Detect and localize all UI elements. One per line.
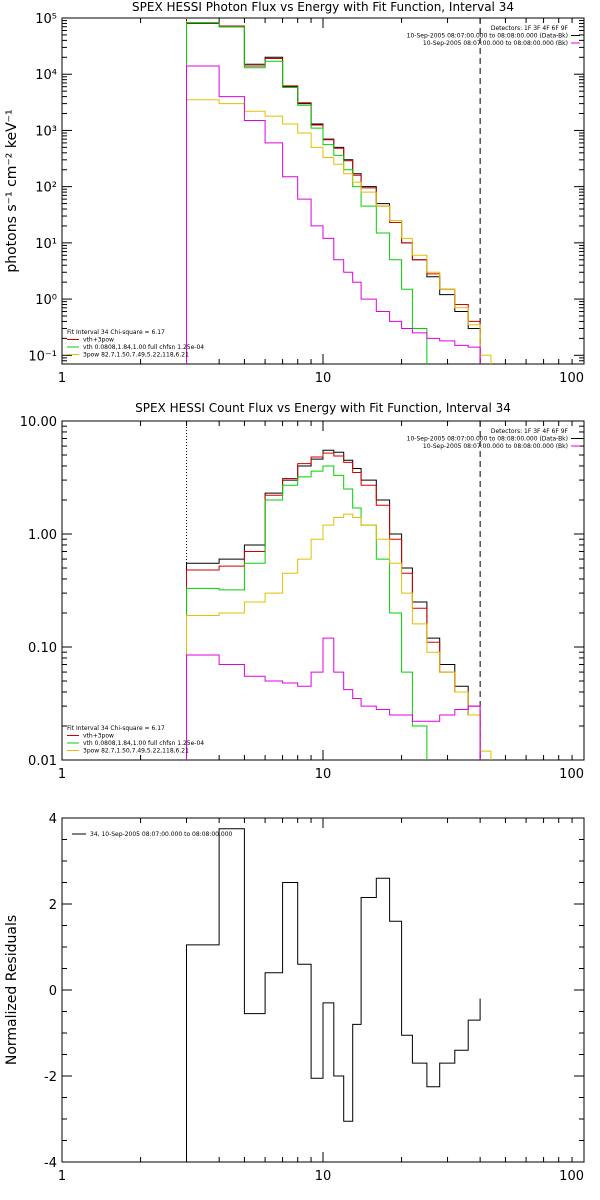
y-tick-label: 10⁴ — [35, 68, 57, 83]
x-tick-label: 100 — [559, 371, 584, 386]
y-tick-label: 10¹ — [35, 237, 57, 252]
series-line-yellow — [186, 99, 492, 364]
legend-entry: 10-Sep-2005 08:07:00.000 to 08:08:00.000… — [407, 33, 568, 40]
x-tick-label: 10 — [315, 371, 332, 386]
y-tick-label: -4 — [44, 1156, 57, 1171]
y-tick-label: -2 — [44, 1070, 57, 1085]
series-line-green — [186, 465, 428, 760]
series-line-red — [186, 452, 481, 760]
legend-entry: 34, 10-Sep-2005 08:07:00.000 to 08:08:00… — [90, 831, 233, 838]
y-tick-label: 0.01 — [28, 754, 57, 769]
x-tick-label: 1 — [58, 371, 66, 386]
legend-entry: 3pow 82.7,1.50,7.49,5.22,118,6.21 — [83, 352, 189, 359]
count-flux-panel: SPEX HESSI Count Flux vs Energy with Fit… — [20, 401, 585, 782]
legend-entry: vth 0.0808,1.84,1.00 full chfsn 1.25e-04 — [83, 344, 204, 351]
y-tick-label: 0 — [49, 984, 57, 999]
legend-entry: 3pow 82.7,1.50,7.49,5.22,118,6.21 — [83, 748, 189, 755]
y-tick-label: 4 — [49, 812, 57, 827]
series-line-black — [186, 22, 481, 364]
legend-entry: 10-Sep-2005 08:07:00.000 to 08:08:00.000… — [423, 443, 568, 450]
residuals-panel: 1 10 100 -4 -2 0 2 4 Normalized Residuals 34, 10-… — [4, 812, 585, 1184]
legend-entry: 10-Sep-2005 08:07:00.000 to 08:08:00.000… — [407, 436, 568, 443]
series-line-red — [186, 22, 481, 364]
chart-title: SPEX HESSI Count Flux vs Energy with Fit… — [135, 401, 511, 415]
legend-entry: Detectors: 1F 3F 4F 6F 9F — [491, 428, 569, 435]
photon-flux-panel: SPEX HESSI Photon Flux vs Energy with Fi… — [4, 0, 585, 386]
x-tick-label: 100 — [559, 767, 584, 782]
y-tick-label: 10.00 — [20, 415, 57, 430]
series-line-yellow — [186, 513, 492, 760]
y-tick-label: 10⁰ — [35, 293, 57, 308]
chart-title: SPEX HESSI Photon Flux vs Energy with Fi… — [132, 0, 514, 14]
x-tick-label: 10 — [315, 767, 332, 782]
y-tick-label: 1.00 — [28, 528, 57, 543]
plot-frame — [61, 817, 585, 1163]
x-tick-label: 1 — [58, 1169, 66, 1184]
series-line-magenta — [186, 637, 481, 760]
y-tick-label: 10³ — [35, 124, 57, 139]
y-tick-label: 0.10 — [28, 641, 57, 656]
legend-entry: vth 0.0808,1.84,1.00 full chfsn 1.25e-04 — [83, 740, 204, 747]
plot-frame — [61, 420, 585, 761]
y-tick-label: 10⁵ — [35, 12, 57, 27]
legend-entry: Fit Interval 34 Chi-square = 6.17 — [67, 725, 165, 732]
y-axis-label: Normalized Residuals — [4, 915, 20, 1065]
y-tick-label: 10⁻¹ — [28, 349, 57, 364]
y-tick-label: 2 — [49, 898, 57, 913]
legend-entry: 10-Sep-2005 08:07:00.000 to 08:08:00.000… — [423, 40, 568, 47]
y-tick-label: 10² — [35, 181, 57, 196]
series-line-magenta — [186, 65, 481, 364]
legend-entry: Fit Interval 34 Chi-square = 6.17 — [67, 329, 165, 336]
series-line-green — [186, 22, 428, 364]
legend-entry: Detectors: 1F 3F 4F 6F 9F — [491, 25, 569, 32]
y-axis-label: photons s⁻¹ cm⁻² keV⁻¹ — [4, 109, 20, 272]
x-tick-label: 1 — [58, 767, 66, 782]
series-line-black — [186, 828, 481, 1162]
x-tick-label: 100 — [559, 1169, 584, 1184]
series-line-black — [186, 449, 481, 760]
x-tick-label: 10 — [315, 1169, 332, 1184]
legend-entry: vth+3pow — [83, 733, 114, 740]
legend-entry: vth+3pow — [83, 337, 114, 344]
plot-frame — [61, 17, 585, 365]
